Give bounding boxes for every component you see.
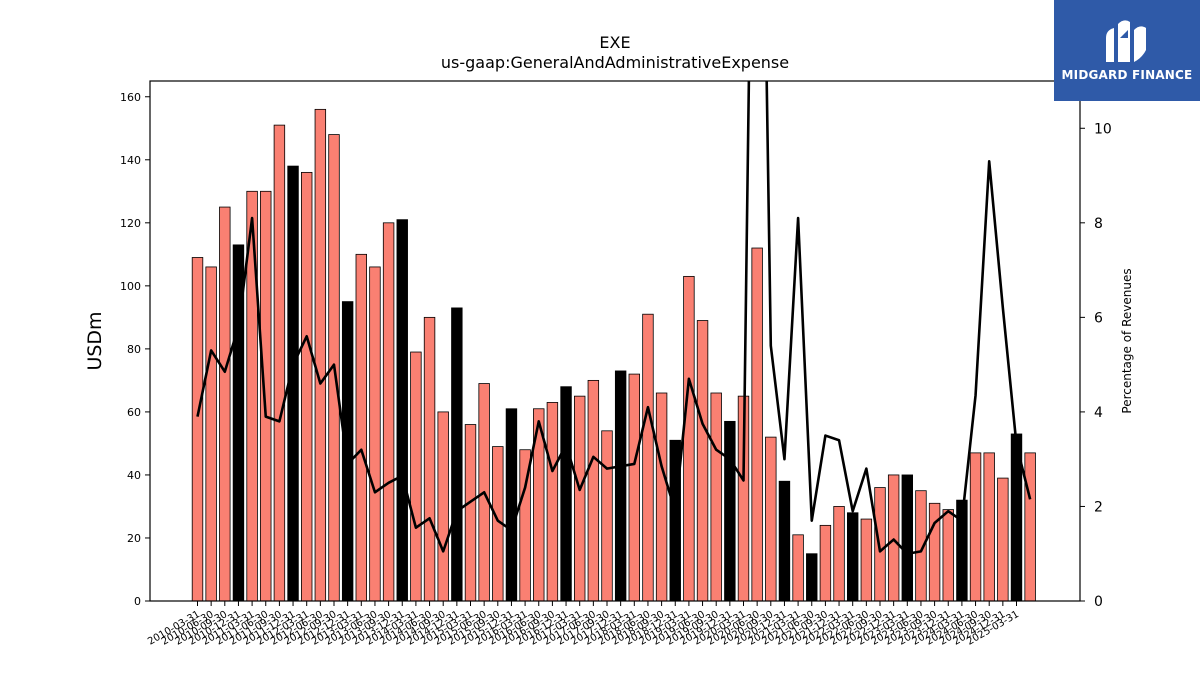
bar [574, 395, 586, 602]
y-tick-label: 40 [127, 469, 141, 482]
bar [505, 408, 518, 602]
bar [205, 266, 217, 602]
chart-title: EXE [599, 33, 630, 52]
bar [300, 171, 313, 602]
bar [806, 553, 818, 602]
y2-tick-label: 6 [1094, 310, 1103, 326]
y-tick-label: 120 [120, 217, 141, 230]
bar [369, 266, 381, 602]
bar [819, 524, 832, 602]
bar [696, 320, 709, 602]
x-axis: 2010-03-312010-06-302010-09-302010-12-31… [146, 601, 1021, 648]
bar [969, 452, 982, 602]
bar [724, 420, 736, 602]
y-tick-label: 80 [127, 343, 141, 356]
bar [833, 506, 845, 602]
bar [710, 392, 722, 602]
bar [628, 373, 641, 602]
y2-tick-label: 0 [1094, 594, 1103, 610]
bar [355, 253, 368, 602]
percentage-line [196, 81, 1032, 556]
bar [560, 386, 572, 602]
y2-tick-label: 2 [1094, 499, 1103, 515]
bar [1024, 452, 1036, 602]
bar [792, 534, 804, 602]
y-axis-right: 0 2 4 6 8 10 [1080, 121, 1112, 610]
bar [382, 222, 395, 602]
y2-tick-label: 8 [1094, 216, 1103, 232]
y2-axis-label: Percentage of Revenues [1120, 268, 1134, 413]
bar [983, 452, 995, 602]
y-tick-label: 140 [120, 154, 141, 167]
bar [642, 313, 654, 602]
bar [765, 436, 777, 602]
bar [683, 275, 695, 602]
y2-tick-label: 10 [1094, 121, 1112, 137]
y-tick-label: 0 [134, 595, 141, 608]
bar [341, 301, 354, 602]
bar [942, 509, 954, 602]
bar [587, 379, 600, 602]
y2-tick-label: 4 [1094, 405, 1103, 421]
bar [273, 124, 286, 602]
bar [314, 108, 327, 602]
bar [219, 206, 231, 602]
chart-subtitle: us-gaap:GeneralAndAdministrativeExpense [441, 53, 789, 72]
bar [396, 219, 408, 602]
bar [191, 257, 204, 602]
bar [546, 402, 559, 602]
logo-text: MIDGARD FINANCE [1061, 68, 1193, 82]
bar [860, 518, 873, 602]
bar [901, 474, 914, 602]
y-axis-left: 0 20 40 60 80 100 120 140 160 [120, 91, 150, 608]
logo: MIDGARD FINANCE [1054, 0, 1200, 101]
bar [847, 512, 859, 602]
bar [928, 502, 941, 602]
y-tick-label: 20 [127, 532, 141, 545]
y-tick-label: 160 [120, 91, 141, 104]
bar [601, 430, 613, 602]
y-tick-label: 60 [127, 406, 141, 419]
bar [887, 474, 900, 602]
bar [437, 411, 449, 602]
plot-frame [149, 80, 1081, 602]
bar [260, 190, 272, 602]
bar [751, 247, 763, 602]
bar [655, 392, 668, 602]
bar-series [191, 108, 1036, 602]
bar [464, 424, 477, 602]
bar [778, 480, 791, 602]
percentage-line-series [196, 81, 1032, 556]
bar [997, 477, 1009, 602]
y-tick-label: 100 [120, 280, 141, 293]
bar [423, 316, 436, 602]
midgard-logo-icon [1106, 20, 1146, 62]
y-axis-label: USDm [84, 311, 106, 370]
bar [451, 307, 463, 602]
bar [410, 351, 422, 602]
bar [614, 370, 627, 602]
